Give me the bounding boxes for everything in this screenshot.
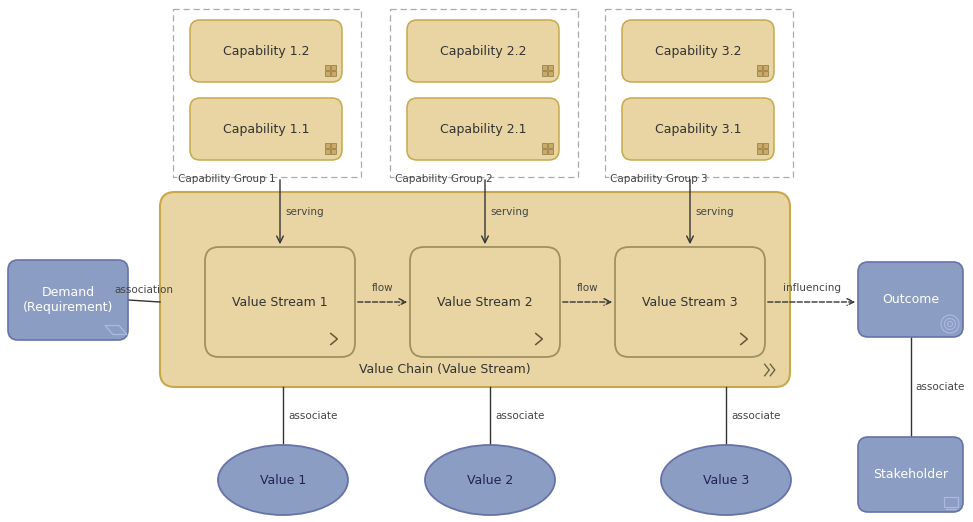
Text: Capability 1.1: Capability 1.1 <box>223 123 309 136</box>
Bar <box>548 70 553 76</box>
Text: serving: serving <box>285 207 324 217</box>
Bar <box>390 9 578 177</box>
Text: Capability Group 3: Capability Group 3 <box>610 174 707 184</box>
Bar <box>542 143 547 148</box>
Text: influencing: influencing <box>782 283 841 293</box>
Bar <box>756 65 762 69</box>
FancyBboxPatch shape <box>615 247 765 357</box>
Text: Value 3: Value 3 <box>703 473 749 487</box>
Bar <box>325 65 330 69</box>
Text: serving: serving <box>695 207 734 217</box>
Bar <box>542 65 547 69</box>
Text: Capability 2.1: Capability 2.1 <box>440 123 526 136</box>
Bar <box>325 143 330 148</box>
Text: Value Stream 2: Value Stream 2 <box>437 295 533 309</box>
Text: Value 1: Value 1 <box>260 473 306 487</box>
Bar <box>756 148 762 153</box>
Bar <box>331 148 336 153</box>
FancyBboxPatch shape <box>410 247 560 357</box>
Bar <box>548 148 553 153</box>
Bar <box>605 9 793 177</box>
Text: flow: flow <box>372 283 393 293</box>
Bar <box>331 70 336 76</box>
Text: serving: serving <box>490 207 528 217</box>
Text: Capability Group 1: Capability Group 1 <box>178 174 275 184</box>
Bar <box>331 143 336 148</box>
Text: flow: flow <box>577 283 598 293</box>
Bar <box>763 148 768 153</box>
Bar <box>548 65 553 69</box>
Bar <box>173 9 361 177</box>
Text: Value 2: Value 2 <box>467 473 513 487</box>
Ellipse shape <box>425 445 555 515</box>
Text: Value Chain (Value Stream): Value Chain (Value Stream) <box>359 362 531 375</box>
Text: associate: associate <box>731 411 780 421</box>
Bar <box>763 65 768 69</box>
FancyBboxPatch shape <box>858 262 963 337</box>
Text: Value Stream 1: Value Stream 1 <box>233 295 328 309</box>
Ellipse shape <box>218 445 348 515</box>
Bar <box>548 143 553 148</box>
Text: Capability 2.2: Capability 2.2 <box>440 44 526 57</box>
Bar <box>325 148 330 153</box>
FancyBboxPatch shape <box>190 98 342 160</box>
Bar <box>944 497 958 507</box>
Text: Capability 3.2: Capability 3.2 <box>655 44 741 57</box>
FancyBboxPatch shape <box>190 20 342 82</box>
FancyBboxPatch shape <box>160 192 790 387</box>
Ellipse shape <box>661 445 791 515</box>
Bar <box>763 143 768 148</box>
FancyBboxPatch shape <box>407 98 559 160</box>
FancyBboxPatch shape <box>622 98 774 160</box>
FancyBboxPatch shape <box>8 260 128 340</box>
FancyBboxPatch shape <box>205 247 355 357</box>
Bar <box>756 143 762 148</box>
Text: associate: associate <box>288 411 338 421</box>
Bar <box>325 70 330 76</box>
Bar <box>542 70 547 76</box>
Bar <box>756 70 762 76</box>
Bar <box>763 70 768 76</box>
FancyBboxPatch shape <box>858 437 963 512</box>
FancyBboxPatch shape <box>622 20 774 82</box>
Text: Capability 3.1: Capability 3.1 <box>655 123 741 136</box>
Text: Capability 1.2: Capability 1.2 <box>223 44 309 57</box>
Text: association: association <box>115 285 173 295</box>
Bar <box>331 65 336 69</box>
FancyBboxPatch shape <box>407 20 559 82</box>
Text: associate: associate <box>916 382 965 392</box>
Text: associate: associate <box>495 411 544 421</box>
Text: Outcome: Outcome <box>882 293 939 306</box>
Text: Capability Group 2: Capability Group 2 <box>395 174 492 184</box>
Text: Stakeholder: Stakeholder <box>873 468 948 481</box>
Bar <box>542 148 547 153</box>
Text: Demand
(Requirement): Demand (Requirement) <box>22 286 113 314</box>
Text: Value Stream 3: Value Stream 3 <box>642 295 738 309</box>
